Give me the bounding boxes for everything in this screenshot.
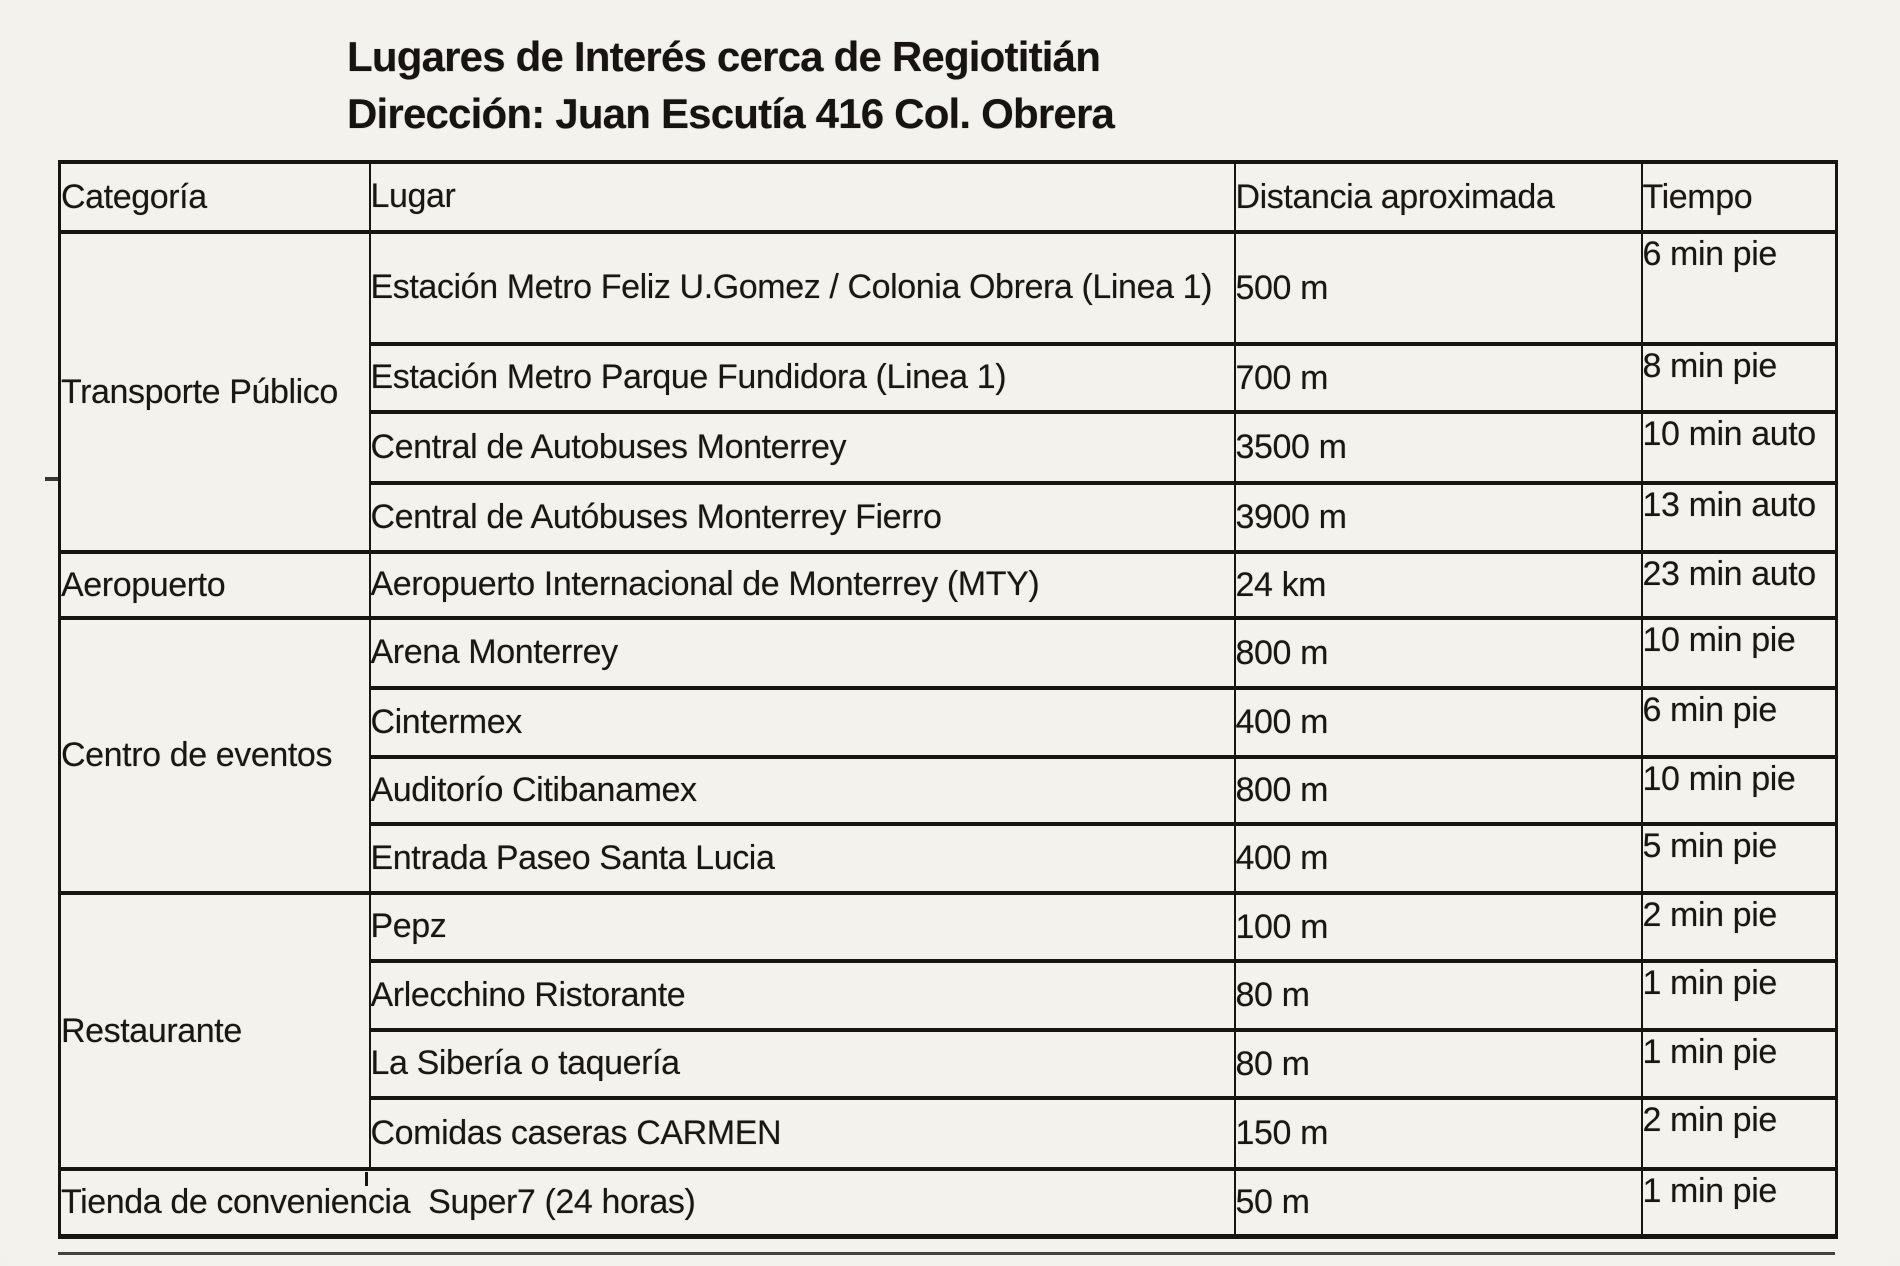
table-header-row: Categoría Lugar Distancia aproximada Tie… [58, 162, 1838, 234]
table-row: Restaurante Pepz 100 m 2 min pie [58, 893, 1838, 1171]
cell-lugar: Cintermex [368, 688, 1236, 759]
cell-distancia: 800 m [1233, 757, 1643, 826]
scan-artifact-left-dash [45, 477, 59, 481]
header-categoria: Categoría [58, 162, 371, 234]
cell-lugar: Pepz [368, 893, 1236, 963]
header-lugar: Lugar [368, 162, 1236, 234]
cell-categoria-centro-eventos: Centro de eventos [58, 618, 371, 895]
cell-tiempo: 2 min pie [1640, 1098, 1838, 1171]
table-row: Cintermex 400 m 6 min pie [60, 688, 1838, 759]
table-row: Arlecchino Ristorante 80 m 1 min pie [60, 961, 1838, 1032]
cell-lugar: Central de Autóbuses Monterrey Fierro [368, 483, 1236, 554]
cell-lugar: Aeropuerto Internacional de Monterrey (M… [368, 552, 1236, 620]
table-row: Centro de eventos Arena Monterrey 800 m … [58, 618, 1838, 895]
cell-distancia: 700 m [1233, 344, 1643, 414]
cell-categoria-aeropuerto: Aeropuerto [58, 552, 371, 620]
cell-tiempo: 13 min auto [1640, 483, 1838, 554]
cell-distancia: 3900 m [1233, 483, 1643, 554]
cell-tiempo: 10 min pie [1640, 757, 1838, 826]
table-row: La Sibería o taquería 80 m 1 min pie [60, 1030, 1838, 1100]
cell-tiempo: 23 min auto [1640, 552, 1838, 620]
table-row: Estación Metro Parque Fundidora (Linea 1… [60, 344, 1838, 414]
cell-distancia: 3500 m [1233, 412, 1643, 485]
cell-tiempo: 1 min pie [1640, 1030, 1838, 1100]
table-row: Comidas caseras CARMEN 150 m 2 min pie [60, 1098, 1838, 1171]
scan-artifact-border-stub [365, 1172, 368, 1186]
cell-distancia: 150 m [1233, 1098, 1643, 1171]
table-row: Auditorío Citibanamex 800 m 10 min pie [60, 757, 1838, 826]
cell-lugar: Auditorío Citibanamex [368, 757, 1236, 826]
cell-distancia: 400 m [1233, 824, 1643, 895]
cell-tiempo: 6 min pie [1640, 688, 1838, 759]
cell-distancia: 24 km [1233, 552, 1643, 620]
cell-distancia: 100 m [1233, 893, 1643, 963]
cell-tiempo: 10 min auto [1640, 412, 1838, 485]
cell-tiempo: 2 min pie [1640, 893, 1838, 963]
cell-distancia: 80 m [1233, 961, 1643, 1032]
scan-artifact-bottom-line [58, 1252, 1835, 1255]
cell-tiempo: 6 min pie [1640, 232, 1838, 346]
table-row: Transporte Público Estación Metro Feliz … [58, 232, 1838, 554]
page-title-line1: Lugares de Interés cerca de Regiotitián [347, 33, 1101, 80]
cell-categoria-restaurante: Restaurante [58, 893, 371, 1171]
cell-distancia: 80 m [1233, 1030, 1643, 1100]
cell-tiempo: 8 min pie [1640, 344, 1838, 414]
table-row: Aeropuerto Aeropuerto Internacional de M… [58, 552, 1838, 620]
table-row: Central de Autóbuses Monterrey Fierro 39… [60, 483, 1838, 554]
cell-lugar: Arlecchino Ristorante [368, 961, 1236, 1032]
cell-lugar: Estación Metro Parque Fundidora (Linea 1… [368, 344, 1236, 414]
cell-lugar: Central de Autobuses Monterrey [368, 412, 1236, 485]
cell-distancia: 400 m [1233, 688, 1643, 759]
cell-tiempo: 10 min pie [1640, 618, 1838, 690]
table-row: Tienda de conveniencia Super7 (24 horas)… [58, 1169, 1838, 1238]
cell-lugar: Entrada Paseo Santa Lucia [368, 824, 1236, 895]
cell-lugar: La Sibería o taquería [368, 1030, 1236, 1100]
cell-categoria-transporte: Transporte Público [58, 232, 371, 554]
points-of-interest-table: Categoría Lugar Distancia aproximada Tie… [58, 160, 1838, 1239]
cell-lugar-tienda: Tienda de conveniencia Super7 (24 horas) [58, 1169, 1236, 1238]
cell-tiempo: 1 min pie [1640, 961, 1838, 1032]
page-title-line2: Dirección: Juan Escutía 416 Col. Obrera [347, 90, 1115, 137]
header-tiempo: Tiempo [1640, 162, 1838, 234]
cell-lugar: Estación Metro Feliz U.Gomez / Colonia O… [368, 232, 1236, 346]
cell-tiempo: 5 min pie [1640, 824, 1838, 895]
cell-lugar: Arena Monterrey [368, 618, 1236, 690]
cell-distancia: 500 m [1233, 232, 1643, 346]
cell-tiempo: 1 min pie [1640, 1169, 1838, 1238]
document-title: Lugares de Interés cerca de Regiotitián … [347, 28, 1115, 142]
cell-lugar: Comidas caseras CARMEN [368, 1098, 1236, 1171]
header-distancia: Distancia aproximada [1233, 162, 1643, 234]
table-row: Entrada Paseo Santa Lucia 400 m 5 min pi… [60, 824, 1838, 895]
cell-distancia: 800 m [1233, 618, 1643, 690]
table-row: Central de Autobuses Monterrey 3500 m 10… [60, 412, 1838, 485]
cell-distancia: 50 m [1233, 1169, 1643, 1238]
